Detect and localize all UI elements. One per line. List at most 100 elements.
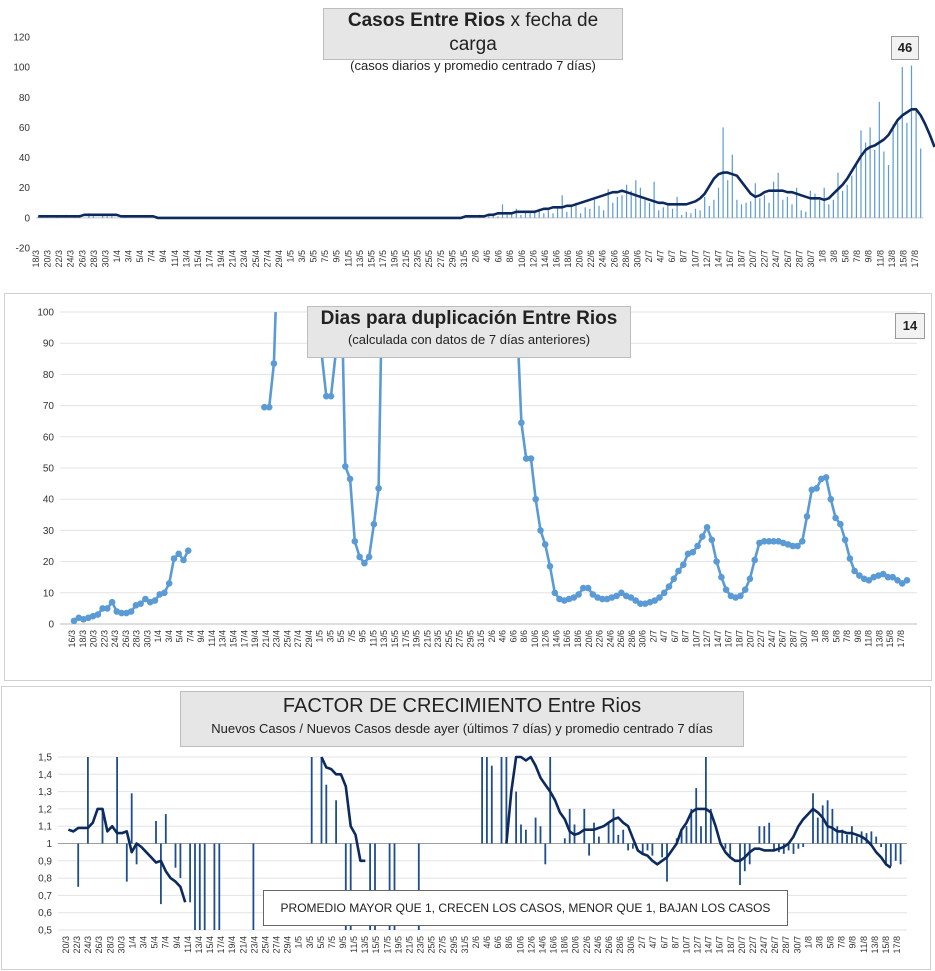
- data-point: [575, 591, 582, 598]
- x-tick-label: 25/4: [260, 936, 270, 954]
- x-tick-label: 24/3: [110, 630, 120, 648]
- x-tick-label: 16/6: [562, 630, 572, 648]
- x-tick-label: 2/7: [644, 250, 654, 263]
- growth-factor-bar: [500, 757, 503, 844]
- y-tick-label: 0,8: [38, 874, 52, 885]
- x-tick-label: 20/6: [584, 630, 594, 648]
- x-tick-label: 5/4: [150, 936, 160, 949]
- data-point: [832, 514, 839, 522]
- x-tick-label: 16/7: [725, 250, 735, 268]
- growth-factor-bar: [802, 843, 805, 847]
- x-tick-label: 16/3: [67, 630, 77, 648]
- x-tick-label: 28/3: [89, 250, 99, 268]
- daily-case-bar: [667, 202, 669, 218]
- daily-case-bar: [897, 122, 899, 218]
- growth-factor-bar: [739, 843, 741, 885]
- daily-case-bar: [621, 195, 623, 218]
- y-tick-label: 50: [43, 464, 55, 475]
- daily-case-bar: [699, 210, 701, 218]
- growth-factor-bar: [583, 808, 586, 844]
- x-tick-label: 11/5: [343, 250, 353, 267]
- x-tick-label: 3/8: [814, 936, 824, 949]
- daily-case-bar: [874, 150, 876, 218]
- daily-case-bar: [708, 205, 710, 218]
- x-tick-label: 18/6: [573, 630, 583, 648]
- x-tick-label: 18/3: [78, 630, 88, 648]
- data-point: [370, 520, 378, 528]
- x-tick-label: 2/6: [487, 630, 497, 643]
- y-tick-label: 40: [43, 495, 55, 506]
- daily-case-bar: [658, 210, 660, 218]
- x-tick-label: 8/7: [681, 630, 691, 643]
- data-point: [894, 577, 901, 584]
- daily-case-bar: [791, 204, 793, 218]
- x-tick-label: 21/5: [404, 936, 414, 954]
- data-point: [760, 538, 768, 545]
- data-point: [104, 605, 111, 612]
- x-tick-label: 16/6: [551, 250, 561, 268]
- x-tick-label: 2/6: [471, 250, 481, 263]
- x-tick-label: 30/6: [632, 250, 642, 268]
- growth-factor-bar: [534, 817, 537, 844]
- x-tick-label: 9/4: [172, 936, 182, 949]
- growth-factor-bar: [612, 808, 615, 844]
- data-point: [665, 583, 673, 590]
- y-tick-label: 1,3: [38, 787, 52, 798]
- x-tick-label: 10/6: [515, 936, 525, 954]
- daily-case-bar: [593, 199, 595, 218]
- x-tick-label: 9/5: [332, 250, 342, 263]
- data-point: [99, 605, 106, 612]
- growth-factor-bar: [729, 843, 732, 856]
- x-tick-label: 9/5: [338, 936, 348, 949]
- x-tick-label: 19/5: [390, 250, 400, 268]
- x-tick-label: 4/7: [656, 250, 666, 263]
- growth-factor-bar: [607, 822, 610, 844]
- data-point: [889, 573, 896, 581]
- x-tick-label: 4/7: [659, 630, 669, 643]
- data-point: [627, 594, 635, 601]
- data-point: [856, 572, 863, 579]
- data-point: [680, 561, 687, 568]
- daily-case-bar: [671, 208, 674, 218]
- daily-case-bar: [906, 122, 908, 218]
- daily-case-bar: [855, 163, 857, 218]
- x-tick-label: 18/7: [735, 630, 745, 648]
- x-tick-label: 26/3: [94, 936, 104, 954]
- x-tick-label: 25/5: [424, 250, 434, 268]
- growth-factor-bar: [666, 843, 668, 882]
- x-tick-label: 24/6: [593, 936, 603, 954]
- daily-case-bar: [846, 184, 848, 218]
- x-tick-label: 5/4: [175, 630, 185, 643]
- x-tick-label: 24/7: [771, 250, 781, 268]
- daily-case-bar: [506, 214, 508, 218]
- growth-factor-bar: [782, 843, 785, 854]
- x-tick-label: 8/6: [519, 630, 529, 643]
- daily-case-bar: [575, 202, 577, 218]
- x-tick-label: 22/7: [760, 250, 770, 268]
- x-tick-label: 24/6: [605, 630, 615, 648]
- x-tick-label: 10/7: [681, 936, 691, 954]
- x-tick-label: 9/8: [853, 630, 863, 643]
- growth-factor-bar: [203, 843, 206, 930]
- data-point: [741, 586, 749, 593]
- x-tick-label: 10/6: [530, 630, 540, 648]
- data-point: [789, 542, 797, 550]
- series-group: [70, 312, 911, 624]
- growth-factor-bar: [787, 843, 790, 851]
- data-point: [737, 592, 744, 600]
- x-tick-label: 21/4: [228, 250, 238, 268]
- growth-factor-bar: [116, 757, 118, 844]
- x-tick-label: 20/6: [571, 936, 581, 954]
- growth-factor-bar: [865, 833, 868, 844]
- daily-case-bar: [626, 184, 628, 218]
- data-point: [361, 559, 368, 567]
- data-point: [632, 597, 639, 604]
- x-tick-label: 8/6: [504, 936, 514, 949]
- x-tick-label: 26/6: [609, 250, 619, 268]
- x-tick-label: 13/4: [181, 250, 191, 268]
- x-tick-label: 2/6: [471, 936, 481, 949]
- data-point: [527, 455, 535, 462]
- x-tick-label: 24/3: [66, 250, 76, 268]
- x-tick-label: 11/5: [368, 630, 378, 647]
- x-tick-label: 28/3: [132, 630, 142, 648]
